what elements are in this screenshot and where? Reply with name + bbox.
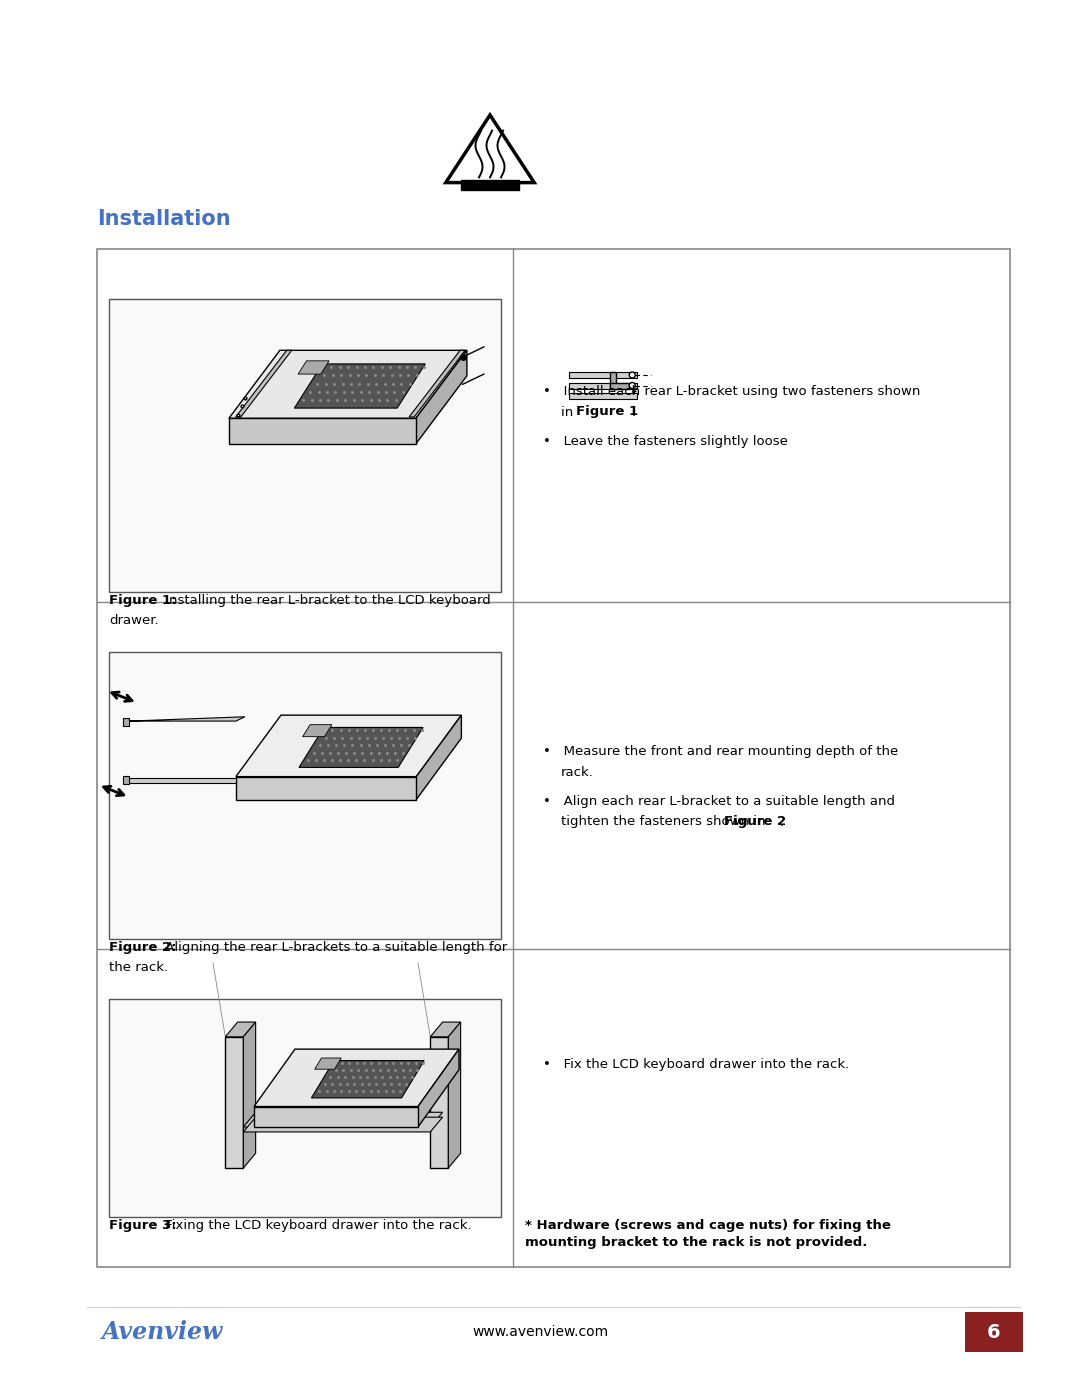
Text: •   Align each rear L-bracket to a suitable length and: • Align each rear L-bracket to a suitabl…: [543, 795, 895, 809]
Text: Installing the rear L-bracket to the LCD keyboard: Installing the rear L-bracket to the LCD…: [161, 594, 490, 608]
Text: Fixing the LCD keyboard drawer into the rack.: Fixing the LCD keyboard drawer into the …: [161, 1220, 472, 1232]
Bar: [461, 180, 518, 190]
Polygon shape: [298, 360, 329, 374]
Text: Aligning the rear L-brackets to a suitable length for: Aligning the rear L-brackets to a suitab…: [161, 942, 508, 954]
Bar: [569, 393, 637, 400]
Text: Installation: Installation: [97, 210, 231, 229]
Polygon shape: [254, 1049, 459, 1106]
Bar: [430, 1037, 448, 1168]
Text: .: .: [780, 816, 784, 828]
Polygon shape: [448, 1023, 461, 1168]
Text: Figure 1:: Figure 1:: [109, 594, 176, 608]
Text: 6: 6: [987, 1323, 1001, 1341]
Bar: [610, 383, 629, 388]
Bar: [109, 299, 501, 592]
Bar: [569, 372, 637, 379]
Text: Figure 2:: Figure 2:: [109, 942, 176, 954]
Bar: [226, 1037, 243, 1168]
Bar: [966, 1312, 1023, 1352]
Circle shape: [630, 383, 635, 388]
Bar: [97, 249, 1010, 1267]
Text: Figure 3:: Figure 3:: [109, 1220, 177, 1232]
Text: tighten the fasteners shown in: tighten the fasteners shown in: [561, 816, 770, 828]
Text: the rack.: the rack.: [109, 961, 168, 974]
Polygon shape: [243, 1118, 443, 1132]
Polygon shape: [299, 728, 423, 767]
Polygon shape: [130, 778, 235, 784]
Text: •   Measure the front and rear mounting depth of the: • Measure the front and rear mounting de…: [543, 746, 899, 759]
Bar: [610, 372, 616, 388]
Polygon shape: [243, 1023, 256, 1168]
Polygon shape: [446, 115, 535, 183]
Text: in: in: [561, 405, 578, 419]
Bar: [109, 652, 501, 939]
Polygon shape: [416, 715, 461, 799]
Polygon shape: [430, 1023, 461, 1037]
Polygon shape: [295, 363, 426, 408]
Polygon shape: [311, 1060, 424, 1098]
Polygon shape: [229, 351, 467, 418]
Bar: [569, 383, 637, 388]
Text: •   Fix the LCD keyboard drawer into the rack.: • Fix the LCD keyboard drawer into the r…: [543, 1058, 849, 1071]
Circle shape: [630, 372, 635, 379]
Text: * Hardware (screws and cage nuts) for fixing the: * Hardware (screws and cage nuts) for fi…: [525, 1220, 891, 1232]
Polygon shape: [314, 1058, 341, 1069]
Text: •   Install each rear L-bracket using two fasteners shown: • Install each rear L-bracket using two …: [543, 386, 920, 398]
Polygon shape: [409, 351, 465, 416]
Polygon shape: [235, 351, 292, 416]
Bar: [123, 718, 130, 726]
Polygon shape: [254, 1106, 418, 1127]
Text: rack.: rack.: [561, 766, 594, 778]
Polygon shape: [235, 777, 416, 799]
Polygon shape: [416, 351, 467, 444]
Polygon shape: [229, 418, 416, 444]
Text: drawer.: drawer.: [109, 615, 159, 627]
Polygon shape: [243, 1112, 443, 1127]
Bar: [109, 999, 501, 1217]
Text: www.avenview.com: www.avenview.com: [472, 1324, 608, 1338]
Text: Figure 1: Figure 1: [576, 405, 638, 419]
Polygon shape: [235, 715, 461, 777]
Text: mounting bracket to the rack is not provided.: mounting bracket to the rack is not prov…: [525, 1236, 867, 1249]
Text: .: .: [632, 405, 636, 419]
Polygon shape: [418, 1049, 459, 1127]
Text: •   Leave the fasteners slightly loose: • Leave the fasteners slightly loose: [543, 436, 788, 448]
Polygon shape: [226, 1023, 256, 1037]
Polygon shape: [125, 717, 245, 721]
Text: Figure 2: Figure 2: [724, 816, 786, 828]
Text: Avenview: Avenview: [102, 1320, 224, 1344]
Polygon shape: [302, 725, 332, 736]
Bar: [123, 775, 130, 784]
